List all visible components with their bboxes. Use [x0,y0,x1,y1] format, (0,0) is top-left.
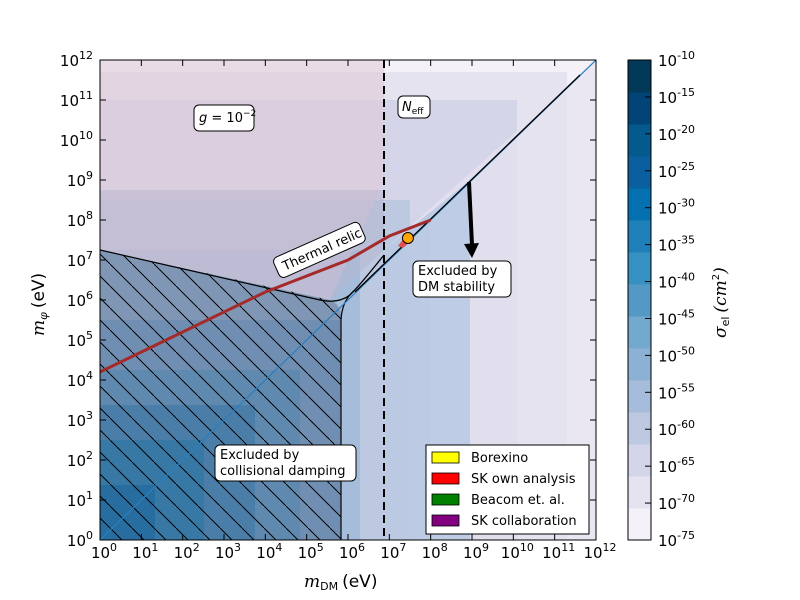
y-tick-label: 107 [67,249,93,270]
y-tick-label: 100 [67,529,93,550]
colorbar-segment [628,444,651,477]
stability-label-box: Excluded by DM stability [412,260,512,298]
thermal-relic-curve [99,218,432,374]
legend-label: SK own analysis [471,472,576,487]
colorbar-tick-label: 10-70 [658,492,695,513]
colorbar-label: σel(cm2) [711,267,732,338]
legend-label: SK collaboration [471,514,577,529]
colorbar-tick-label: 10-30 [658,197,695,218]
colorbar-segment [628,348,651,381]
x-tick-label: 106 [339,541,365,562]
colorbar-segment [628,252,651,285]
neff-label: Neff [402,100,424,117]
stability-label-line1: Excluded by [418,264,498,279]
x-tick-label: 109 [463,541,489,562]
colorbar-segment [628,220,651,253]
colorbar [628,60,651,541]
colorbar-segment [628,412,651,445]
legend-label: Borexino [471,451,528,466]
y-tick-label: 104 [67,369,93,390]
colorbar-tick-label: 10-60 [658,418,695,439]
y-tick-label: 103 [67,409,93,430]
colorbar-segment [628,92,651,125]
colorbar-tick-label: 10-65 [658,455,695,476]
legend-swatch [431,514,460,527]
colorbar-segment [628,508,651,541]
colorbar-segment [628,476,651,509]
colorbar-frame [627,59,652,541]
y-axis-ticks: 100 101 102 103 104 105 106 107 108 109 1010 1011 10… [60,49,596,550]
x-tick-label: 100 [91,541,117,562]
collisional-label-line1: Excluded by [220,448,300,463]
colorbar-tick-label: 10-55 [658,381,695,402]
collisional-label-line2: collisional damping [220,464,345,479]
colorbar-tick-label: 10-15 [658,86,695,107]
colorbar-segment [628,60,651,93]
y-tick-label: 102 [67,449,93,470]
colorbar-ticks: 10-10 10-15 10-20 10-25 10-30 10-35 10-40 10-45… [645,49,695,550]
benchmark-point [401,232,414,244]
colorbar-tick-label: 10-10 [658,49,695,70]
colorbar-tick-label: 10-75 [658,529,695,550]
coupling-label-box: g = 10−2 [193,104,256,132]
x-tick-label: 102 [174,541,200,562]
y-tick-label: 101 [67,489,93,510]
coupling-label: g = 10−2 [199,109,256,126]
x-tick-label: 104 [256,541,282,562]
x-axis-ticks: 100 101 102 103 104 105 106 107 108 109 1010 1011 10… [91,60,617,562]
y-tick-label: 1011 [60,89,93,110]
colorbar-segment [628,284,651,317]
x-tick-label: 107 [380,541,406,562]
legend-swatch [431,451,460,464]
x-axis-label: mDM (eV) [304,572,377,593]
collisional-label-box: Excluded by collisional damping [214,444,357,482]
x-tick-label: 1012 [583,541,616,562]
colorbar-segment [628,380,651,413]
x-tick-label: 105 [298,541,324,562]
colorbar-tick-label: 10-40 [658,271,695,292]
colorbar-tick-label: 10-50 [658,344,695,365]
colorbar-tick-label: 10-20 [658,123,695,144]
colorbar-tick-label: 10-35 [658,234,695,255]
x-tick-label: 108 [422,541,448,562]
colorbar-tick-label: 10-25 [658,160,695,181]
legend-swatch [431,493,460,506]
x-tick-label: 1011 [542,541,575,562]
y-tick-label: 108 [67,209,93,230]
x-tick-label: 101 [132,541,158,562]
x-tick-label: 1010 [501,541,534,562]
y-tick-label: 1012 [60,49,93,70]
y-tick-label: 105 [67,329,93,350]
colorbar-segment [628,316,651,349]
stability-label-line2: DM stability [418,280,495,295]
legend-label: Beacom et. al. [471,493,565,508]
neff-label-box: Neff [397,95,431,119]
colorbar-segment [628,156,651,189]
colorbar-segment [628,188,651,221]
x-tick-label: 103 [215,541,241,562]
y-tick-label: 106 [67,289,93,310]
legend-swatch [431,472,460,485]
stability-arrow [464,181,479,258]
colorbar-tick-label: 10-45 [658,307,695,328]
colorbar-segment [628,124,651,157]
y-axis-label: mφ(eV) [29,273,50,336]
legend: Borexino SK own analysis Beacom et. al. SK … [425,444,590,535]
y-tick-label: 1010 [60,129,93,150]
y-tick-label: 109 [67,169,93,190]
